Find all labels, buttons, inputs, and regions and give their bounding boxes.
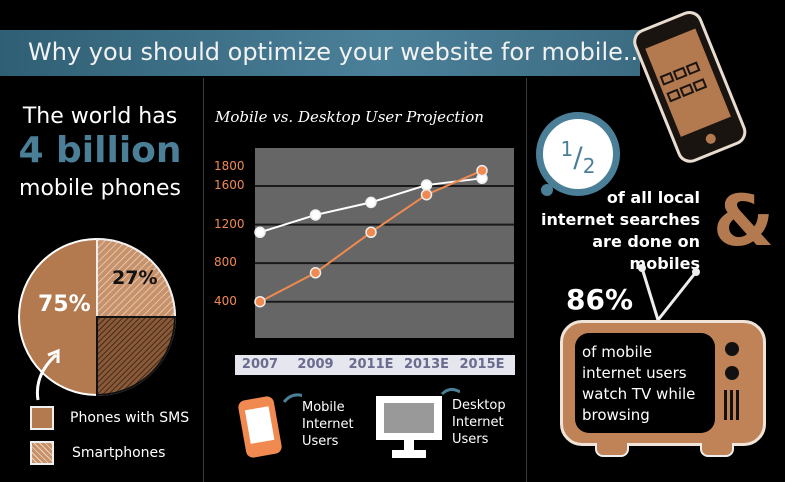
denominator: 2 bbox=[582, 153, 596, 178]
x-tick-label: 2013E bbox=[403, 357, 450, 372]
mobile-phone-icon bbox=[238, 393, 302, 458]
numerator: 1 bbox=[560, 137, 574, 161]
tv-antenna-icon bbox=[638, 264, 700, 321]
tv-knob bbox=[725, 342, 739, 356]
tv-speaker bbox=[724, 390, 740, 420]
data-point-mobile bbox=[365, 226, 377, 239]
four-billion-text: 4 billion bbox=[18, 130, 182, 171]
x-tick-label: 2007 bbox=[241, 357, 279, 372]
tv-leg bbox=[700, 443, 734, 457]
data-point-mobile bbox=[309, 267, 322, 279]
label-line: Users bbox=[302, 434, 339, 449]
text-line: of mobile bbox=[582, 343, 653, 361]
legend-swatch-smartphones bbox=[30, 441, 54, 465]
text-line: browsing bbox=[582, 406, 650, 424]
x-tick-label: 2015E bbox=[459, 357, 505, 372]
label-line: Users bbox=[452, 432, 489, 447]
fraction: 1/2 bbox=[560, 137, 596, 178]
desktop-legend-label: Desktop Internet Users bbox=[452, 397, 506, 448]
tv-knob bbox=[725, 366, 739, 380]
text-line: are done on mobiles bbox=[592, 232, 700, 273]
label-line: Mobile bbox=[302, 400, 345, 415]
pie-label-75: 75% bbox=[38, 292, 91, 317]
tv-leg bbox=[595, 443, 629, 457]
text-line: of all local bbox=[606, 188, 700, 207]
y-tick-label: 1800 bbox=[214, 158, 245, 173]
text-line: internet users bbox=[582, 364, 687, 382]
legend-swatch-sms bbox=[30, 406, 54, 430]
arrow-icon bbox=[35, 353, 58, 401]
badge-dot bbox=[541, 184, 553, 196]
label-line: Internet bbox=[452, 415, 504, 430]
tv-stat-text: of mobile internet users watch TV while … bbox=[582, 342, 695, 426]
x-tick-label: 2011E bbox=[348, 357, 394, 372]
smartphone-illustration bbox=[633, 10, 747, 163]
data-point-mobile bbox=[476, 164, 488, 177]
text-line: internet searches bbox=[540, 210, 700, 229]
search-stat-text: of all local internet searches are done … bbox=[540, 187, 700, 275]
data-point-mobile bbox=[254, 295, 266, 308]
pie-chart bbox=[18, 237, 177, 401]
mobile-phones-text: mobile phones bbox=[19, 176, 181, 201]
data-point-mobile bbox=[420, 188, 433, 201]
y-tick-label: 400 bbox=[214, 293, 237, 308]
divider bbox=[203, 78, 204, 482]
ampersand: & bbox=[713, 180, 775, 262]
data-point-desktop bbox=[309, 209, 322, 221]
world-has-text: The world has bbox=[22, 104, 178, 129]
label-line: Desktop bbox=[452, 398, 506, 413]
pie-slice-dark bbox=[96, 316, 177, 397]
tv-stat-percent: 86% bbox=[566, 283, 634, 316]
data-point-desktop bbox=[254, 226, 266, 239]
plot-area bbox=[255, 148, 514, 338]
data-point-desktop bbox=[365, 196, 377, 209]
legend-label-smartphones: Smartphones bbox=[72, 445, 166, 461]
tv-screen bbox=[575, 333, 715, 433]
label-line: Internet bbox=[302, 417, 354, 432]
y-tick-label: 1200 bbox=[214, 216, 245, 231]
half-badge: 1/2 bbox=[536, 112, 620, 196]
desktop-monitor-icon bbox=[376, 387, 460, 458]
text-line: watch TV while bbox=[582, 385, 696, 403]
x-axis-strip bbox=[235, 355, 515, 375]
x-tick-label: 2009 bbox=[297, 357, 334, 372]
pie-slice-smartphones bbox=[96, 237, 177, 318]
y-tick-label: 1600 bbox=[214, 178, 245, 193]
title-banner bbox=[0, 30, 640, 76]
legend-label-sms: Phones with SMS bbox=[70, 410, 190, 426]
mobile-legend-label: Mobile Internet Users bbox=[302, 399, 354, 450]
y-tick-label: 800 bbox=[214, 255, 237, 270]
divider bbox=[526, 78, 527, 482]
banner-title: Why you should optimize your website for… bbox=[28, 38, 646, 66]
data-point-desktop bbox=[420, 179, 433, 191]
chart-title: Mobile vs. Desktop User Projection bbox=[215, 108, 484, 126]
pie-label-27: 27% bbox=[112, 267, 158, 289]
